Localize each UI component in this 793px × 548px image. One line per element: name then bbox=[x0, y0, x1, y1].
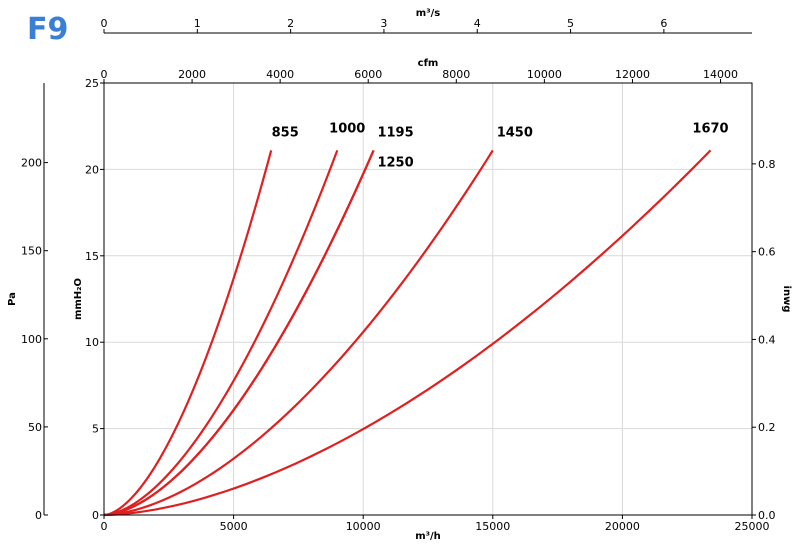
inwg-tick-label: 0.0 bbox=[758, 509, 776, 522]
m3s-tick-label: 5 bbox=[567, 17, 574, 30]
top-m3s-axis-label: m³/s bbox=[416, 8, 440, 19]
plot-frame bbox=[103, 82, 753, 516]
y-tick-label: 5 bbox=[92, 423, 99, 436]
curve-1195 bbox=[103, 149, 375, 517]
pa-tick-label: 50 bbox=[28, 421, 42, 434]
top-cfm-ticks: 0 2000 4000 6000 8000 10000 12000 14000 bbox=[101, 68, 738, 83]
curve-1000 bbox=[103, 150, 339, 517]
cfm-tick-label: 8000 bbox=[442, 68, 470, 81]
inwg-tick-label: 0.8 bbox=[758, 158, 776, 171]
top-cfm-axis-label: cfm bbox=[418, 58, 439, 69]
x-tick-label: 5000 bbox=[220, 520, 248, 533]
inwg-tick-label: 0.6 bbox=[758, 246, 776, 259]
y-axis-label: mmH₂O bbox=[73, 278, 84, 320]
x-tick-label: 25000 bbox=[735, 520, 770, 533]
cfm-tick-label: 12000 bbox=[615, 68, 650, 81]
m3s-tick-label: 1 bbox=[194, 17, 201, 30]
m3s-tick-label: 3 bbox=[380, 17, 387, 30]
curve-label-1250: 1250 bbox=[377, 155, 413, 170]
inwg-tick-label: 0.4 bbox=[758, 333, 776, 346]
y-tick-label: 15 bbox=[85, 250, 99, 263]
pa-tick-label: 200 bbox=[21, 157, 42, 170]
y-tick-label: 0 bbox=[92, 509, 99, 522]
cfm-tick-label: 14000 bbox=[703, 68, 738, 81]
x-tick-label: 10000 bbox=[346, 520, 381, 533]
y-tick-label: 20 bbox=[85, 163, 99, 176]
grid bbox=[104, 83, 752, 515]
m3s-tick-label: 4 bbox=[474, 17, 481, 30]
right-inwg-ticks: 0.0 0.2 0.4 0.6 0.8 bbox=[752, 158, 776, 522]
m3s-tick-label: 0 bbox=[101, 17, 108, 30]
x-tick-label: 15000 bbox=[475, 520, 510, 533]
cfm-tick-label: 4000 bbox=[266, 68, 294, 81]
curve-1670 bbox=[103, 149, 712, 517]
x-axis-ticks: 0 5000 10000 15000 20000 25000 bbox=[101, 515, 770, 533]
cfm-tick-label: 6000 bbox=[354, 68, 382, 81]
right-inwg-axis-label: inwg bbox=[781, 286, 792, 313]
inwg-tick-label: 0.2 bbox=[758, 421, 776, 434]
curve-label-1670: 1670 bbox=[692, 121, 728, 136]
cfm-tick-label: 10000 bbox=[527, 68, 562, 81]
cfm-tick-label: 2000 bbox=[178, 68, 206, 81]
x-axis-label: m³/h bbox=[415, 531, 441, 542]
left-mmh2o-ticks: 0 5 10 15 20 25 bbox=[85, 77, 104, 522]
x-tick-label: 20000 bbox=[605, 520, 640, 533]
top-m3s-ticks: 0 1 2 3 4 5 6 bbox=[101, 17, 667, 33]
curves bbox=[103, 149, 712, 517]
m3s-tick-label: 6 bbox=[660, 17, 667, 30]
pa-tick-label: 150 bbox=[21, 245, 42, 258]
curve-label-1450: 1450 bbox=[497, 125, 533, 140]
left-pa-axis-label: Pa bbox=[7, 292, 18, 306]
curve-1450 bbox=[103, 149, 494, 517]
curve-label-1000: 1000 bbox=[329, 121, 365, 136]
x-tick-label: 0 bbox=[101, 520, 108, 533]
cfm-tick-label: 0 bbox=[101, 68, 108, 81]
curve-1250 bbox=[103, 149, 375, 517]
curve-label-855: 855 bbox=[272, 125, 299, 140]
pa-tick-label: 100 bbox=[21, 333, 42, 346]
curve-labels: 855 1000 1195 1250 1450 1670 bbox=[272, 121, 729, 170]
brand-label: F9 bbox=[27, 12, 69, 47]
pa-tick-label: 0 bbox=[35, 509, 42, 522]
curve-855 bbox=[103, 150, 273, 517]
y-tick-label: 25 bbox=[85, 77, 99, 90]
y-tick-label: 10 bbox=[85, 336, 99, 349]
m3s-tick-label: 2 bbox=[287, 17, 294, 30]
left-pa-ticks: 0 50 100 150 200 bbox=[21, 157, 48, 522]
curve-label-1195: 1195 bbox=[377, 125, 413, 140]
